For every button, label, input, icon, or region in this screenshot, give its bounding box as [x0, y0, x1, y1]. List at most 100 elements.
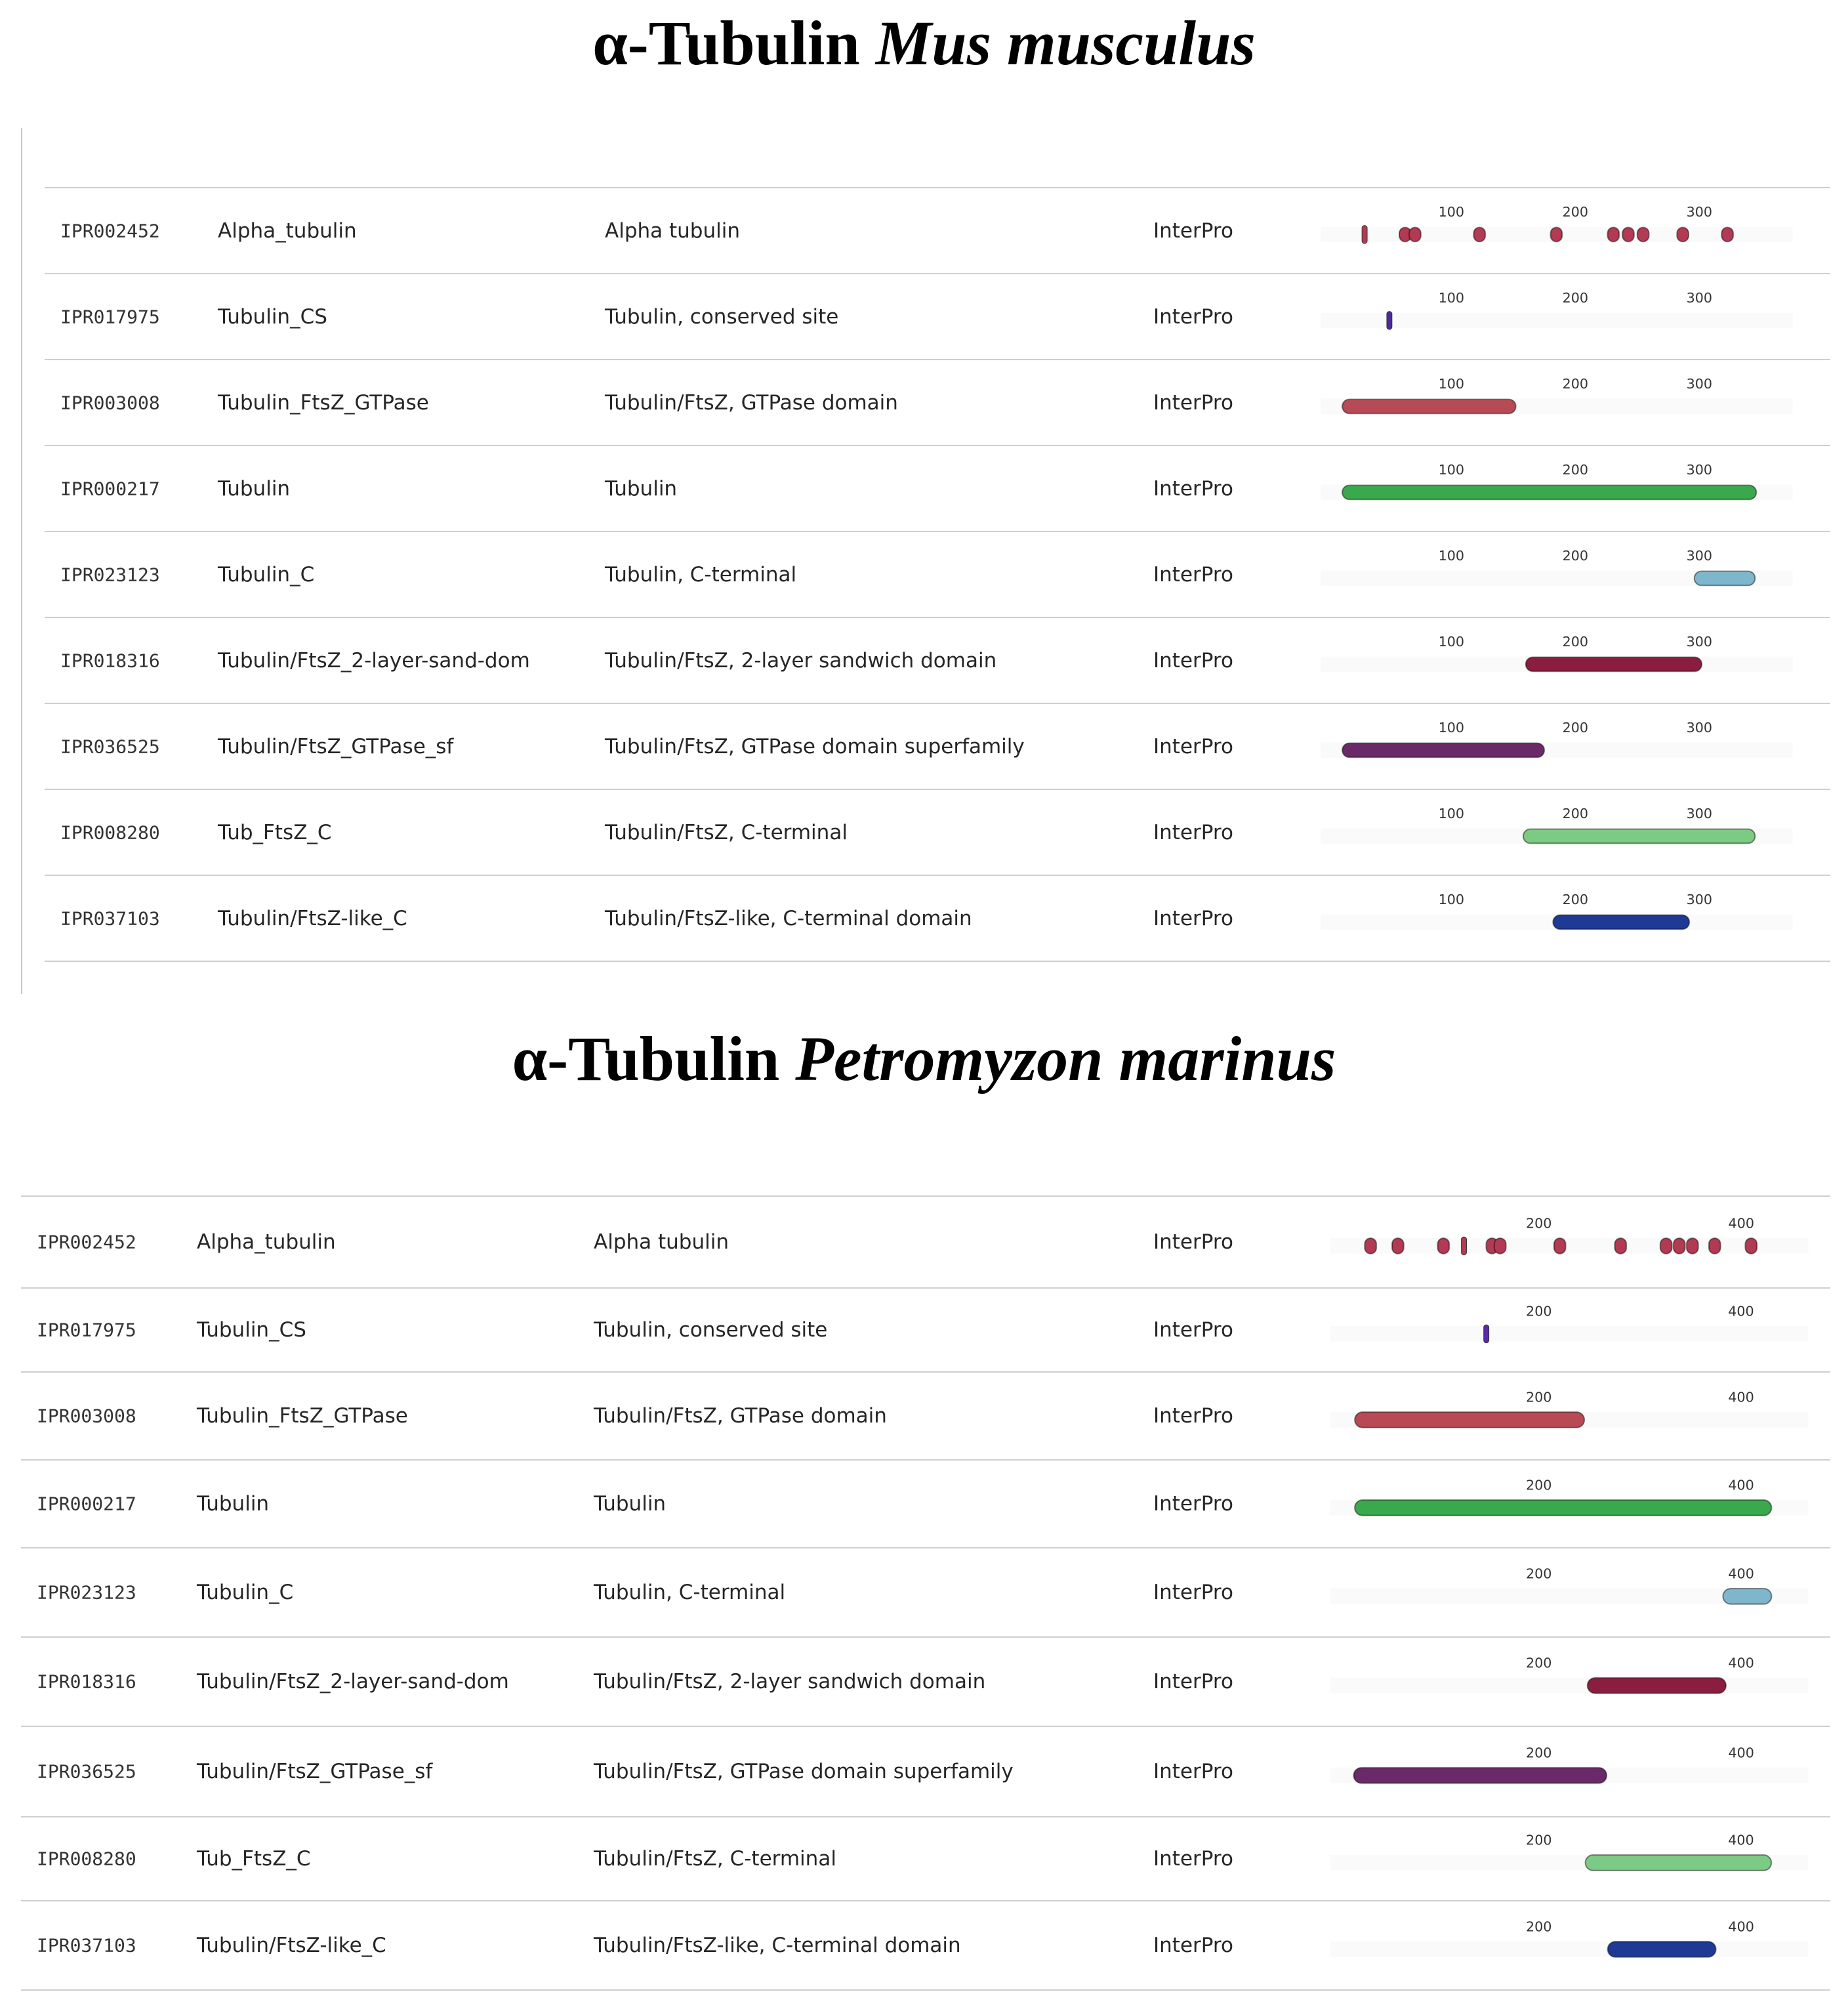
accession-cell[interactable]: IPR037103	[37, 1934, 136, 1957]
description-cell: Tubulin/FtsZ, GTPase domain	[594, 1404, 887, 1428]
domain-track: 100 200 300	[1317, 790, 1796, 875]
domain-segment[interactable]	[1473, 226, 1487, 243]
domain-segment[interactable]	[1408, 226, 1422, 243]
domain-segment[interactable]	[1584, 1854, 1773, 1871]
domain-segment[interactable]	[1342, 742, 1546, 758]
tick-label: 300	[1687, 548, 1712, 564]
table-row: IPR023123 Tubulin_C Tubulin, C-terminal Int…	[45, 532, 1830, 618]
domain-segment[interactable]	[1353, 1767, 1608, 1784]
domain-segment[interactable]	[1553, 1237, 1567, 1255]
domain-segment[interactable]	[1437, 1237, 1450, 1255]
domain-segment[interactable]	[1493, 1237, 1507, 1255]
domain-track: 200 400	[1326, 1373, 1812, 1459]
site-marker[interactable]	[1386, 311, 1393, 330]
description-cell: Tubulin	[605, 476, 678, 501]
tick-label: 200	[1563, 462, 1588, 478]
short-name-cell: Tubulin_C	[218, 562, 315, 587]
domain-segment[interactable]	[1342, 484, 1757, 501]
short-name-cell: Tubulin/FtsZ_GTPase_sf	[197, 1760, 433, 1783]
tick-label: 200	[1526, 1745, 1552, 1760]
tick-label: 100	[1439, 204, 1464, 220]
domain-segment[interactable]	[1364, 1237, 1378, 1255]
accession-cell[interactable]: IPR017975	[60, 306, 160, 327]
tick-label: 100	[1439, 290, 1464, 306]
accession-cell[interactable]: IPR003008	[37, 1405, 136, 1427]
domain-segment[interactable]	[1525, 656, 1703, 673]
track-background	[1330, 1588, 1809, 1604]
site-marker[interactable]	[1361, 225, 1368, 244]
tick-label: 300	[1687, 462, 1712, 478]
title-protein: α-Tubulin	[592, 8, 860, 78]
tick-label: 200	[1526, 1303, 1551, 1319]
domain-track-svg: 100 200 300	[1321, 204, 1793, 244]
site-marker[interactable]	[1461, 1236, 1467, 1256]
source-cell: InterPro	[1153, 1318, 1233, 1342]
description-cell: Tubulin	[594, 1492, 667, 1516]
domain-track: 200 400	[1326, 1817, 1812, 1900]
short-name-cell: Alpha_tubulin	[197, 1230, 336, 1254]
domain-track: 200 400	[1326, 1548, 1812, 1636]
accession-cell[interactable]: IPR018316	[37, 1670, 136, 1693]
tick-label: 300	[1687, 204, 1712, 220]
source-cell: InterPro	[1153, 1760, 1233, 1783]
domain-segment[interactable]	[1391, 1237, 1405, 1255]
domain-track-svg: 100 200 300	[1321, 892, 1793, 930]
accession-cell[interactable]: IPR003008	[60, 392, 160, 413]
accession-cell[interactable]: IPR017975	[37, 1319, 136, 1341]
domain-segment[interactable]	[1708, 1237, 1721, 1255]
domain-segment[interactable]	[1550, 226, 1563, 243]
domain-segment[interactable]	[1342, 398, 1517, 415]
accession-cell[interactable]: IPR002452	[60, 220, 160, 241]
description-cell: Tubulin/FtsZ, 2-layer sandwich domain	[605, 648, 997, 673]
domain-segment[interactable]	[1672, 1237, 1686, 1255]
domain-segment[interactable]	[1614, 1237, 1628, 1255]
domain-segment[interactable]	[1607, 1941, 1717, 1958]
accession-cell[interactable]: IPR000217	[37, 1493, 136, 1515]
accession-cell[interactable]: IPR036525	[37, 1760, 136, 1783]
table-row: IPR000217 Tubulin Tubulin InterPro 100 200 300	[45, 446, 1830, 532]
source-cell: InterPro	[1153, 390, 1233, 415]
accession-cell[interactable]: IPR037103	[60, 907, 160, 929]
domain-track-svg: 200 400	[1330, 1832, 1809, 1871]
accession-cell[interactable]: IPR000217	[60, 478, 160, 499]
domain-segment[interactable]	[1522, 828, 1756, 844]
domain-segment[interactable]	[1607, 226, 1620, 243]
description-cell: Tubulin/FtsZ, GTPase domain	[605, 390, 898, 415]
domain-track-svg: 100 200 300	[1321, 462, 1793, 501]
tick-label: 300	[1687, 376, 1712, 392]
accession-cell[interactable]: IPR023123	[37, 1581, 136, 1604]
domain-track: 200 400	[1326, 1197, 1812, 1287]
accession-cell[interactable]: IPR008280	[60, 821, 160, 843]
domain-segment[interactable]	[1693, 570, 1756, 587]
domain-segment[interactable]	[1722, 1588, 1773, 1605]
description-cell: Tubulin, conserved site	[594, 1318, 828, 1342]
source-cell: InterPro	[1153, 820, 1233, 844]
accession-cell[interactable]: IPR008280	[37, 1848, 136, 1870]
domain-segment[interactable]	[1685, 1237, 1699, 1255]
domain-segment[interactable]	[1552, 914, 1691, 930]
domain-segment[interactable]	[1676, 226, 1690, 243]
table-row: IPR008280 Tub_FtsZ_C Tubulin/FtsZ, C-termi…	[45, 790, 1830, 876]
domain-track-svg: 200 400	[1330, 1919, 1809, 1958]
domain-segment[interactable]	[1354, 1499, 1773, 1516]
domain-segment[interactable]	[1354, 1411, 1586, 1428]
source-cell: InterPro	[1153, 1492, 1233, 1516]
source-cell: InterPro	[1153, 476, 1233, 501]
table-row: IPR037103 Tubulin/FtsZ-like_C Tubulin/FtsZ…	[21, 1901, 1830, 1991]
domain-segment[interactable]	[1636, 226, 1650, 243]
site-marker[interactable]	[1483, 1324, 1490, 1344]
tick-label: 200	[1526, 1566, 1551, 1581]
domain-segment[interactable]	[1721, 226, 1735, 243]
accession-cell[interactable]: IPR036525	[60, 736, 160, 757]
domain-segment[interactable]	[1586, 1677, 1727, 1694]
accession-cell[interactable]: IPR002452	[37, 1231, 136, 1253]
domain-segment[interactable]	[1622, 226, 1635, 243]
accession-cell[interactable]: IPR018316	[60, 650, 160, 671]
accession-cell[interactable]: IPR023123	[60, 564, 160, 585]
source-cell: InterPro	[1153, 1670, 1233, 1693]
source-cell: InterPro	[1153, 1404, 1233, 1428]
domain-segment[interactable]	[1659, 1237, 1673, 1255]
description-cell: Tubulin/FtsZ-like, C-terminal domain	[605, 906, 972, 930]
domain-segment[interactable]	[1744, 1237, 1758, 1255]
track-background	[1330, 1678, 1809, 1693]
